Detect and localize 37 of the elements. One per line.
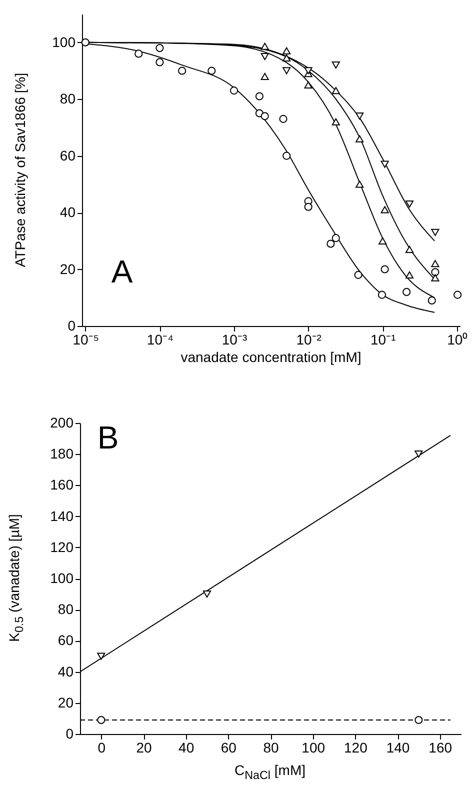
y-tick-label: 20 bbox=[58, 694, 74, 710]
x-tick-label: 120 bbox=[344, 740, 368, 756]
y-tick-label: 160 bbox=[50, 476, 74, 493]
y-axis-title: ATPase activity of Sav1866 [%] bbox=[12, 72, 28, 268]
y-tick-label: 0 bbox=[66, 726, 74, 742]
x-axis-title: C$_{NaCl}$ [mM] bbox=[234, 762, 306, 782]
x-tick-label: 160 bbox=[428, 740, 452, 756]
y-tick-label: 60 bbox=[60, 147, 76, 164]
x-tick-label: 60 bbox=[220, 740, 237, 756]
annotation: B bbox=[97, 420, 119, 456]
x-tick-label: 100 bbox=[302, 740, 326, 756]
x-tick-label: 10⁻⁵ bbox=[72, 332, 100, 348]
y-tick-label: 60 bbox=[58, 632, 74, 648]
y-tick-label: 0 bbox=[68, 318, 76, 334]
x-axis-title: vanadate concentration [mM] bbox=[180, 349, 362, 365]
y-tick-label: 120 bbox=[50, 538, 74, 555]
y-tick-label: 80 bbox=[60, 90, 76, 107]
x-tick-label: 20 bbox=[136, 740, 152, 756]
x-tick-label: 10⁻¹ bbox=[370, 332, 396, 348]
x-tick-label: 80 bbox=[263, 740, 279, 756]
y-tick-label: 20 bbox=[60, 260, 76, 277]
x-tick-label: 10⁻⁴ bbox=[146, 332, 174, 348]
y-tick-label: 200 bbox=[50, 414, 74, 430]
annotation: A bbox=[111, 254, 133, 290]
x-tick-label: 140 bbox=[386, 740, 410, 756]
y-tick-label: 100 bbox=[50, 570, 74, 586]
y-tick-label: 80 bbox=[58, 601, 74, 618]
x-tick-label: 10⁻² bbox=[296, 332, 322, 348]
y-tick-label: 100 bbox=[52, 34, 76, 50]
y-tick-label: 180 bbox=[50, 446, 74, 462]
x-tick-label: 10⁻³ bbox=[222, 332, 248, 348]
y-tick-label: 40 bbox=[58, 663, 74, 680]
x-tick-label: 0 bbox=[98, 740, 106, 756]
x-tick-label: 40 bbox=[178, 740, 194, 756]
y-tick-label: 40 bbox=[60, 204, 76, 220]
x-tick-label: 10⁰ bbox=[447, 332, 468, 348]
y-tick-label: 140 bbox=[50, 508, 74, 524]
